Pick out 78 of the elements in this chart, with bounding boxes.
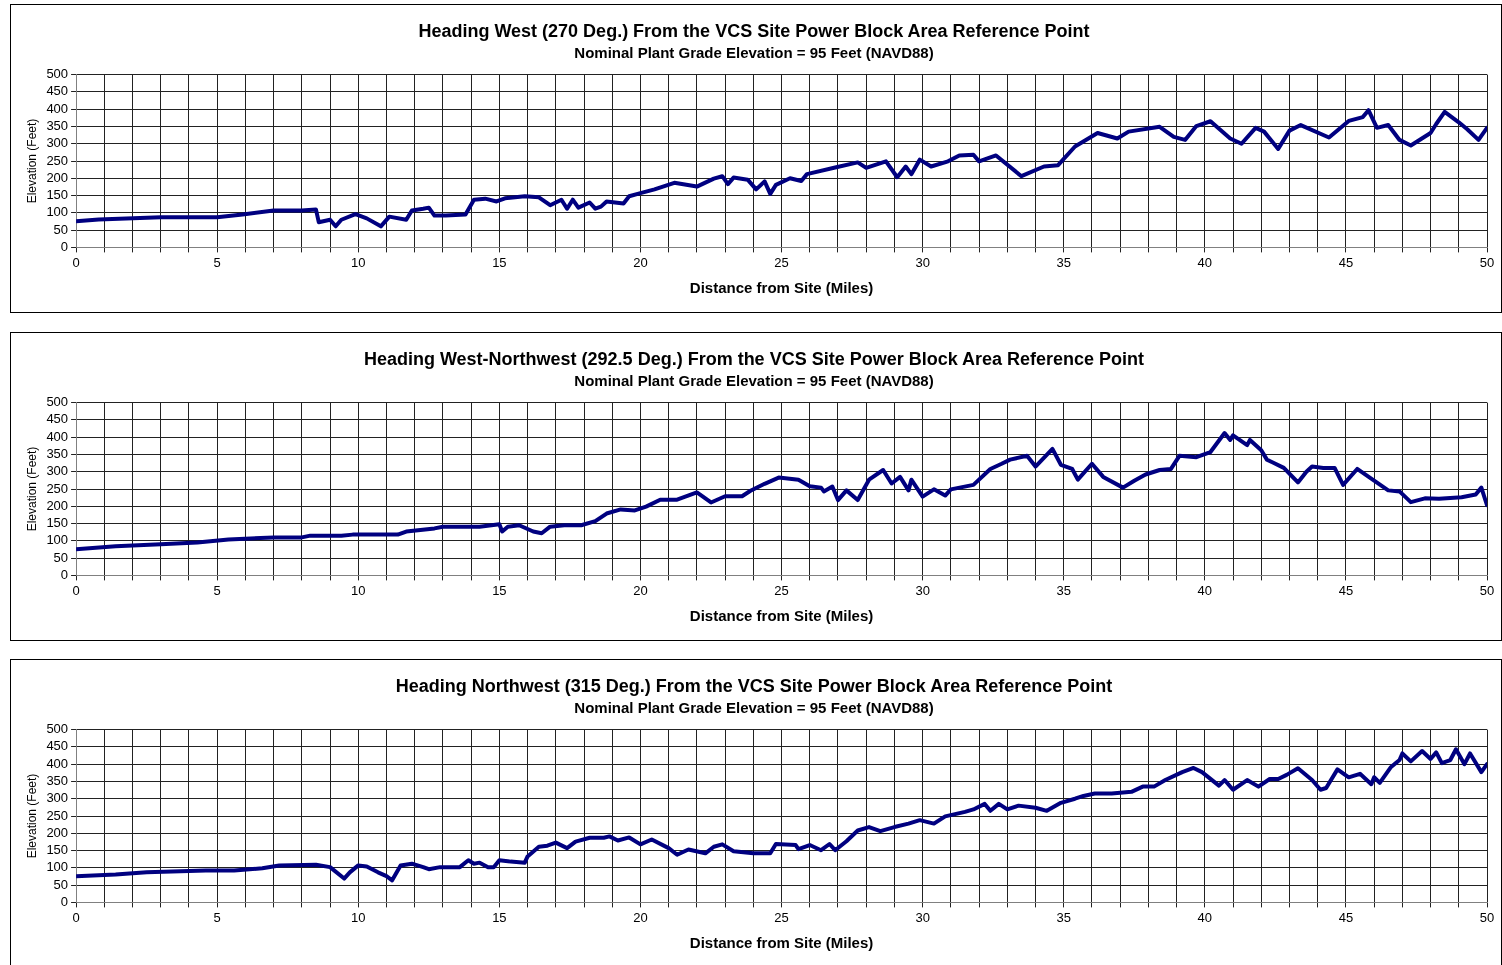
chart-subtitle: Nominal Plant Grade Elevation = 95 Feet (NAVD88) <box>574 371 934 389</box>
x-tick-label: 20 <box>633 582 648 598</box>
y-tick-label: 0 <box>60 893 69 909</box>
x-tick-label: 30 <box>915 582 930 598</box>
x-tick-label: 20 <box>633 254 648 270</box>
y-tick-label: 50 <box>53 876 69 892</box>
x-tick-label: 45 <box>1338 254 1354 270</box>
x-tick-label: 45 <box>1338 909 1354 925</box>
y-tick-label: 350 <box>46 445 69 461</box>
x-tick-label: 5 <box>213 582 221 598</box>
y-tick-label: 150 <box>46 842 69 858</box>
x-axis-title: Distance from Site (Miles) <box>689 606 874 624</box>
x-tick-label: 50 <box>1479 909 1495 925</box>
y-tick-label: 50 <box>53 221 69 237</box>
x-tick-label: 20 <box>633 909 648 925</box>
x-tick-label: 5 <box>213 909 221 925</box>
y-tick-label: 200 <box>46 824 69 840</box>
y-tick-label: 200 <box>46 497 69 513</box>
y-tick-label: 100 <box>46 859 69 875</box>
y-tick-label: 350 <box>46 773 69 789</box>
y-tick-label: 500 <box>46 66 69 82</box>
y-tick-label: 250 <box>46 807 69 823</box>
chart-subtitle: Nominal Plant Grade Elevation = 95 Feet (NAVD88) <box>574 698 934 716</box>
x-tick-label: 0 <box>72 254 80 270</box>
y-tick-label: 100 <box>46 204 69 220</box>
y-tick-label: 150 <box>46 514 69 530</box>
y-tick-label: 150 <box>46 187 69 203</box>
x-tick-label: 45 <box>1338 582 1354 598</box>
y-tick-label: 300 <box>46 462 69 478</box>
y-tick-label: 250 <box>46 152 69 168</box>
x-tick-label: 0 <box>72 582 80 598</box>
x-axis-title: Distance from Site (Miles) <box>689 934 874 952</box>
x-tick-label: 10 <box>351 254 366 270</box>
y-tick-label: 50 <box>53 549 69 565</box>
x-tick-label: 10 <box>351 582 366 598</box>
chart-title: Heading West-Northwest (292.5 Deg.) From the VCS Site Power Block Area Reference Point <box>363 348 1145 369</box>
y-tick-label: 500 <box>46 393 69 409</box>
x-tick-label: 40 <box>1197 909 1213 925</box>
y-tick-label: 450 <box>46 83 69 99</box>
x-tick-label: 30 <box>915 909 930 925</box>
y-tick-label: 300 <box>46 790 69 806</box>
x-tick-label: 40 <box>1197 254 1213 270</box>
x-tick-label: 35 <box>1056 582 1071 598</box>
x-tick-label: 15 <box>492 582 507 598</box>
chart-title: Heading Northwest (315 Deg.) From the VCS Site Power Block Area Reference Point <box>395 675 1113 696</box>
x-tick-label: 15 <box>492 254 507 270</box>
x-tick-label: 50 <box>1479 582 1495 598</box>
y-tick-label: 200 <box>46 169 69 185</box>
x-tick-label: 0 <box>72 909 80 925</box>
x-tick-label: 35 <box>1056 909 1071 925</box>
y-tick-label: 0 <box>60 238 69 254</box>
x-tick-label: 25 <box>774 582 789 598</box>
y-tick-label: 350 <box>46 118 69 134</box>
y-axis-title: Elevation (Feet) <box>24 773 39 859</box>
x-tick-label: 15 <box>492 909 507 925</box>
chart-subtitle: Nominal Plant Grade Elevation = 95 Feet (NAVD88) <box>574 43 934 61</box>
y-tick-label: 400 <box>46 428 69 444</box>
y-tick-label: 300 <box>46 135 69 151</box>
x-tick-label: 10 <box>351 909 366 925</box>
y-tick-label: 400 <box>46 755 69 771</box>
x-tick-label: 40 <box>1197 582 1213 598</box>
x-tick-label: 25 <box>774 909 789 925</box>
x-tick-label: 35 <box>1056 254 1071 270</box>
y-axis-title: Elevation (Feet) <box>24 446 39 531</box>
x-tick-label: 5 <box>213 254 221 270</box>
y-axis-title: Elevation (Feet) <box>24 118 39 204</box>
x-tick-label: 25 <box>774 254 789 270</box>
x-tick-label: 50 <box>1479 254 1495 270</box>
x-axis-title: Distance from Site (Miles) <box>689 279 874 297</box>
y-tick-label: 0 <box>60 566 69 582</box>
chart-title: Heading West (270 Deg.) From the VCS Site Power Block Area Reference Point <box>418 20 1090 41</box>
y-tick-label: 450 <box>46 738 69 754</box>
y-tick-label: 250 <box>46 480 69 496</box>
x-tick-label: 30 <box>915 254 930 270</box>
y-tick-label: 400 <box>46 100 69 116</box>
y-tick-label: 450 <box>46 410 69 426</box>
y-tick-label: 500 <box>46 721 69 737</box>
y-tick-label: 100 <box>46 531 69 547</box>
